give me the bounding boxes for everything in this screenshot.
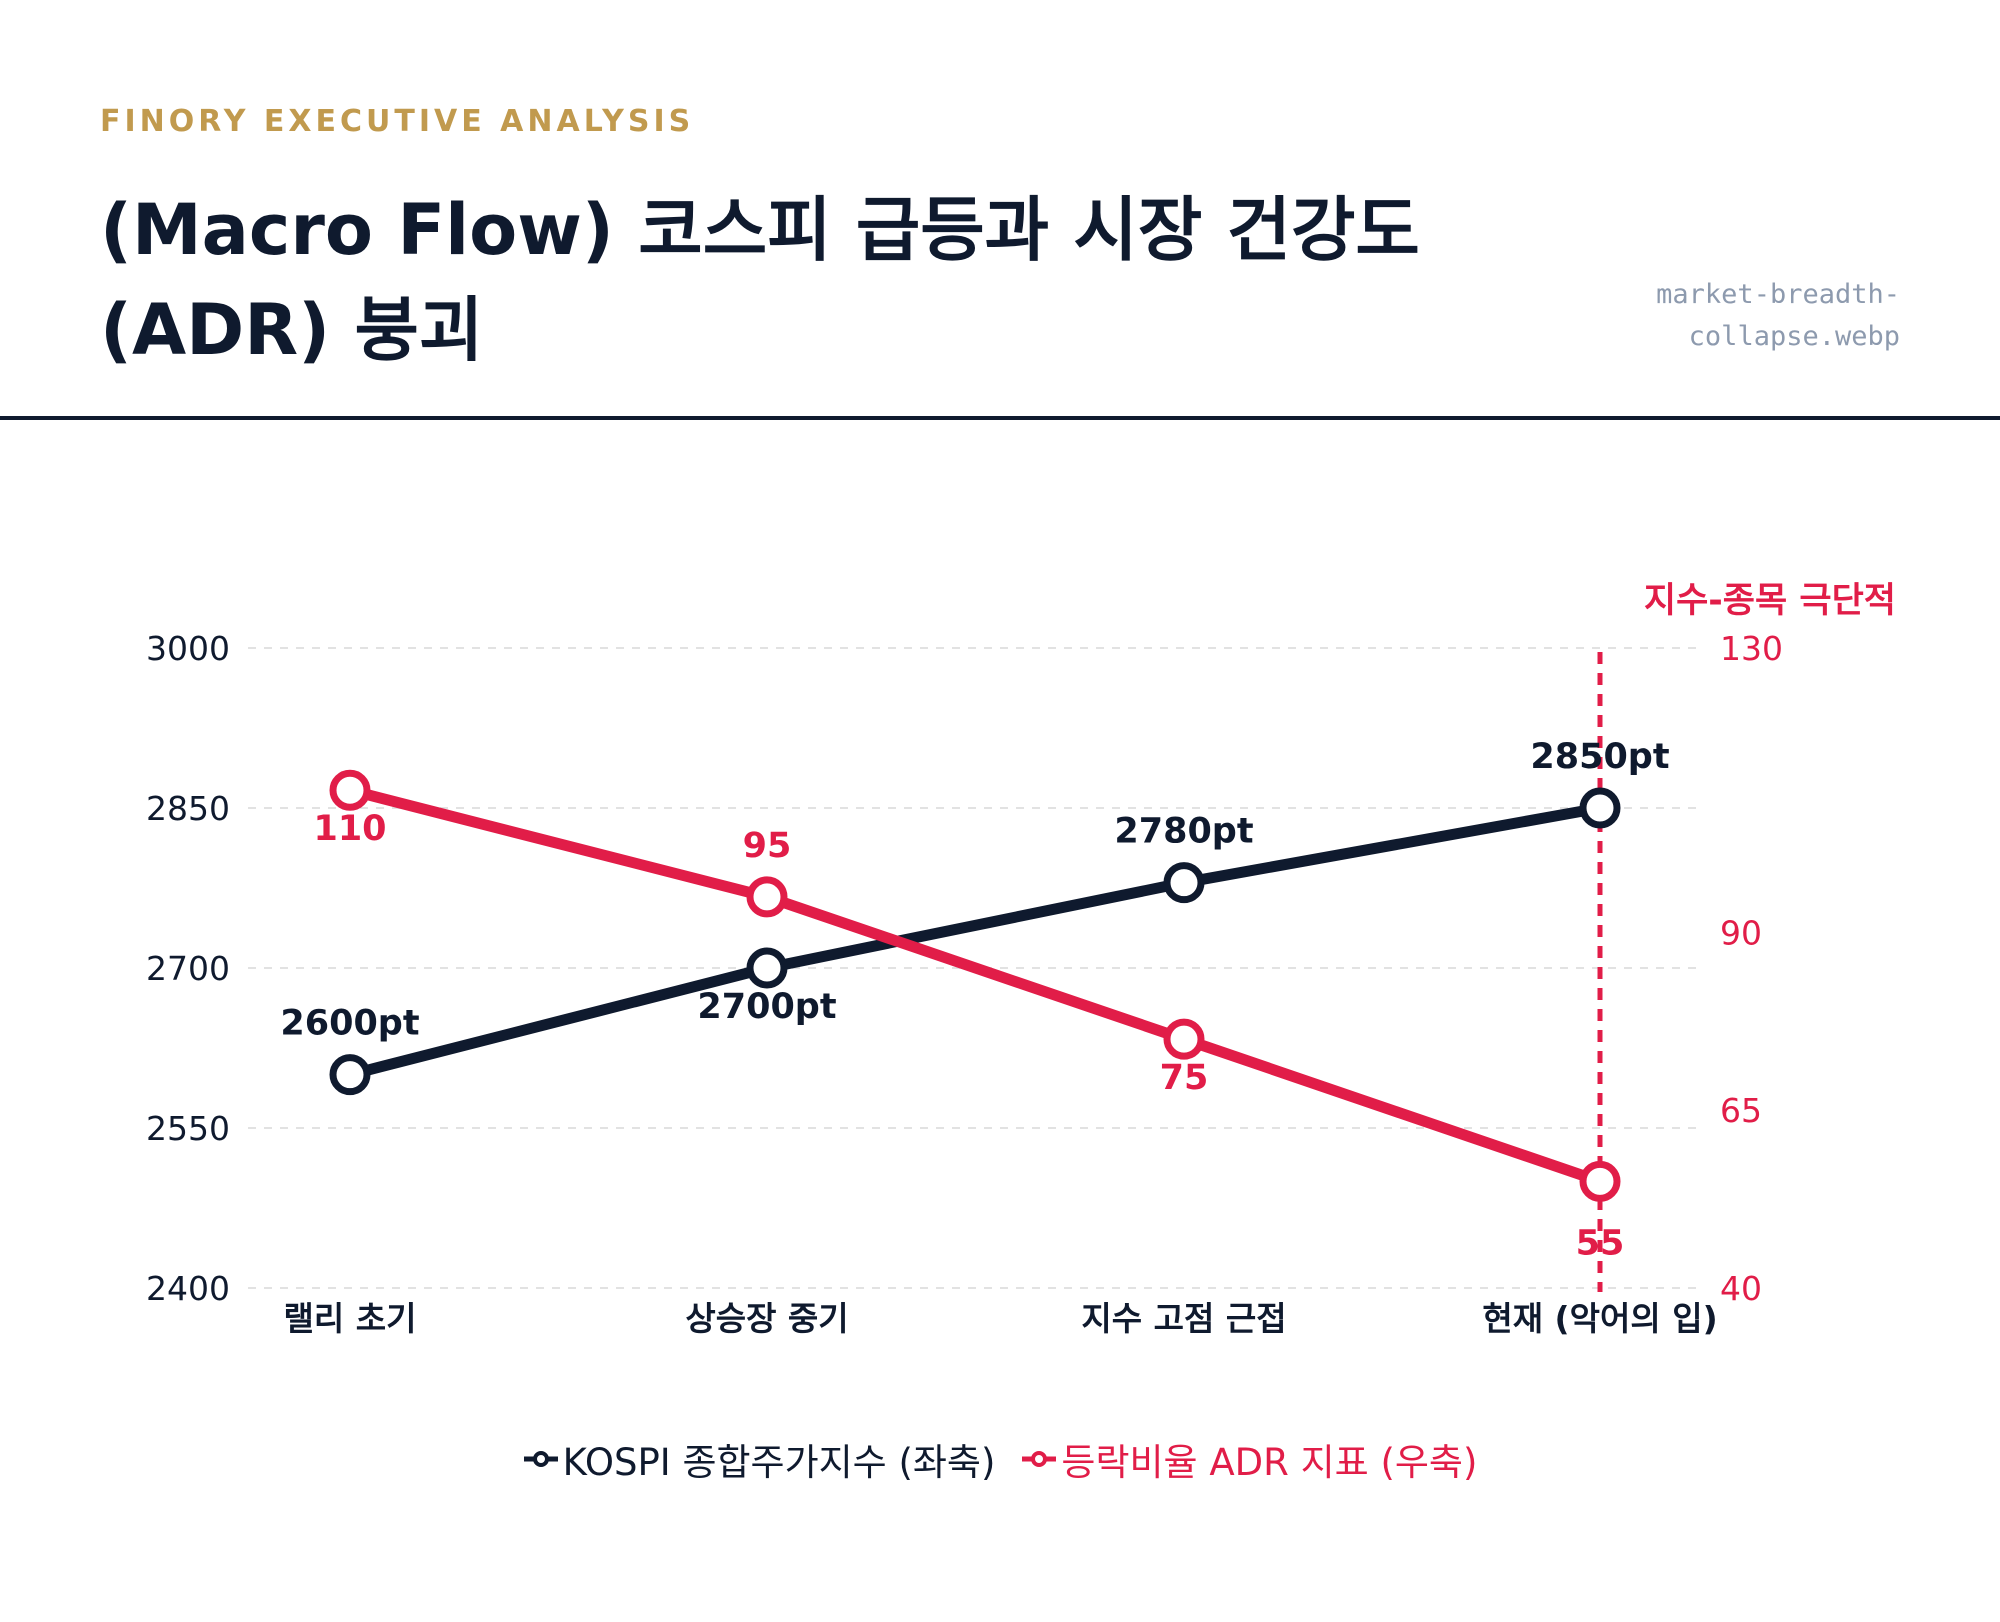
kospi-data-label: 2850pt	[1530, 737, 1669, 777]
legend-item-kospi: KOSPI 종합주가지수 (좌축)	[523, 1432, 996, 1486]
left-axis-tick: 2400	[146, 1269, 230, 1308]
legend-marker-adr	[1022, 1451, 1057, 1467]
adr-point	[1163, 1018, 1205, 1060]
kospi-point	[746, 947, 788, 989]
right-axis-tick: 90	[1720, 913, 1762, 952]
left-axis-tick: 2850	[146, 789, 230, 828]
adr-point	[746, 876, 788, 918]
x-axis-category-label: 현재 (악어의 입)	[1482, 1299, 1717, 1338]
adr-data-label: 75	[1160, 1058, 1209, 1098]
right-axis-tick: 40	[1720, 1269, 1762, 1308]
chart-title: (Macro Flow) 코스피 급등과 시장 건강도 (ADR) 붕괴	[100, 189, 1420, 371]
annotation-label: 지수-종목 극단적	[1644, 581, 1896, 621]
left-axis-tick: 3000	[146, 629, 230, 668]
kospi-point	[1579, 787, 1621, 829]
x-axis-category-label: 랠리 초기	[284, 1299, 417, 1338]
legend-label-kospi: KOSPI 종합주가지수 (좌축)	[562, 1441, 996, 1484]
adr-data-label: 110	[313, 809, 386, 849]
kospi-point	[1163, 862, 1205, 904]
legend-marker-kospi	[523, 1451, 558, 1467]
report-kicker: FINORY EXECUTIVE ANALYSIS	[100, 104, 695, 139]
adr-line	[344, 784, 1606, 1187]
adr-data-label: 55	[1576, 1223, 1625, 1263]
file-name: market-breadth-collapse.webp	[1656, 279, 1900, 352]
x-axis-category-label: 상승장 중기	[685, 1299, 848, 1338]
adr-data-label: 95	[743, 826, 792, 866]
kospi-line	[344, 802, 1606, 1081]
right-axis-tick: 130	[1720, 629, 1783, 668]
legend-item-adr: 등락비율 ADR 지표 (우축)	[1021, 1432, 1477, 1486]
kospi-data-label: 2780pt	[1114, 812, 1253, 852]
header-divider	[0, 416, 2000, 420]
right-axis-tick: 65	[1720, 1091, 1762, 1130]
x-axis-category-label: 지수 고점 근접	[1081, 1299, 1286, 1338]
kospi-data-label: 2700pt	[697, 987, 836, 1027]
legend-label-adr: 등락비율 ADR 지표 (우축)	[1061, 1441, 1478, 1484]
left-axis-tick: 2700	[146, 949, 230, 988]
left-axis-tick: 2550	[146, 1109, 230, 1148]
adr-point	[329, 769, 371, 811]
chart-legend: KOSPI 종합주가지수 (좌축) 등락비율 ADR 지표 (우축)	[0, 1432, 2000, 1486]
adr-point	[1579, 1160, 1621, 1202]
kospi-data-label: 2600pt	[280, 1004, 419, 1044]
kospi-point	[329, 1054, 371, 1096]
